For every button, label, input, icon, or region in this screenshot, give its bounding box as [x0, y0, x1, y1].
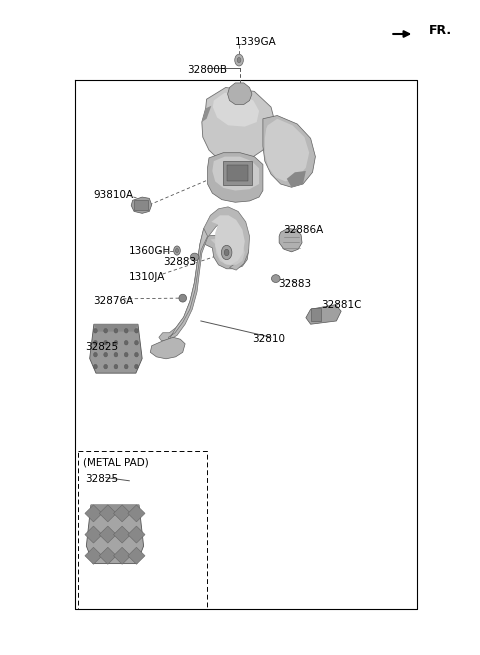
Ellipse shape: [124, 364, 128, 369]
Text: 32883: 32883: [278, 280, 312, 290]
Polygon shape: [263, 115, 315, 187]
Polygon shape: [114, 505, 131, 522]
Polygon shape: [131, 197, 152, 214]
Ellipse shape: [179, 294, 187, 302]
Polygon shape: [213, 93, 259, 126]
Text: 32876A: 32876A: [93, 296, 133, 306]
Polygon shape: [204, 235, 249, 269]
Text: (METAL PAD): (METAL PAD): [83, 457, 148, 468]
Bar: [134, 200, 148, 210]
Ellipse shape: [94, 364, 97, 369]
Ellipse shape: [114, 364, 118, 369]
Bar: [223, 160, 252, 185]
Text: 1339GA: 1339GA: [235, 37, 277, 47]
Polygon shape: [128, 526, 145, 543]
Polygon shape: [210, 238, 245, 265]
Ellipse shape: [104, 352, 108, 357]
Polygon shape: [114, 548, 131, 564]
Ellipse shape: [134, 328, 138, 333]
Text: 93810A: 93810A: [93, 190, 133, 200]
Text: 32810: 32810: [252, 334, 285, 345]
Polygon shape: [265, 119, 309, 181]
Polygon shape: [212, 157, 259, 191]
Ellipse shape: [104, 364, 108, 369]
Ellipse shape: [114, 352, 118, 357]
Ellipse shape: [114, 328, 118, 333]
Bar: [227, 165, 248, 181]
Ellipse shape: [174, 246, 180, 255]
Polygon shape: [287, 171, 306, 187]
Bar: [311, 308, 321, 321]
Polygon shape: [128, 548, 145, 564]
Ellipse shape: [104, 328, 108, 333]
Polygon shape: [99, 548, 116, 564]
Polygon shape: [99, 505, 116, 522]
Polygon shape: [202, 88, 275, 163]
Ellipse shape: [114, 341, 118, 345]
Ellipse shape: [235, 54, 243, 66]
Polygon shape: [114, 526, 131, 543]
Polygon shape: [85, 548, 102, 564]
Text: 32825: 32825: [85, 474, 118, 484]
Ellipse shape: [134, 341, 138, 345]
Text: 1360GH: 1360GH: [129, 246, 171, 256]
Ellipse shape: [94, 341, 97, 345]
Polygon shape: [85, 526, 102, 543]
Polygon shape: [168, 229, 207, 341]
Ellipse shape: [134, 364, 138, 369]
Text: FR.: FR.: [429, 24, 452, 37]
Ellipse shape: [237, 58, 241, 63]
Polygon shape: [306, 305, 341, 324]
Ellipse shape: [94, 328, 97, 333]
Polygon shape: [128, 505, 145, 522]
Text: 32800B: 32800B: [188, 65, 228, 75]
Polygon shape: [86, 505, 144, 563]
Text: 32825: 32825: [85, 342, 118, 352]
Polygon shape: [159, 207, 250, 341]
Ellipse shape: [104, 341, 108, 345]
Polygon shape: [90, 324, 142, 373]
Polygon shape: [211, 215, 245, 265]
Ellipse shape: [224, 250, 229, 255]
Polygon shape: [91, 505, 139, 514]
Polygon shape: [85, 505, 102, 522]
Ellipse shape: [272, 274, 280, 282]
Ellipse shape: [124, 341, 128, 345]
Ellipse shape: [124, 352, 128, 357]
Polygon shape: [202, 105, 211, 122]
Ellipse shape: [134, 352, 138, 357]
Ellipse shape: [176, 249, 179, 252]
Polygon shape: [150, 337, 185, 359]
Ellipse shape: [221, 246, 232, 259]
Ellipse shape: [124, 328, 128, 333]
Text: 32886A: 32886A: [283, 225, 323, 234]
Polygon shape: [94, 324, 138, 331]
Polygon shape: [279, 229, 302, 252]
Polygon shape: [228, 83, 252, 104]
Polygon shape: [99, 526, 116, 543]
Polygon shape: [207, 153, 263, 202]
Ellipse shape: [191, 253, 199, 261]
Text: 32883: 32883: [164, 257, 197, 267]
Ellipse shape: [94, 352, 97, 357]
Text: 1310JA: 1310JA: [129, 272, 166, 282]
Text: 32881C: 32881C: [321, 300, 361, 310]
